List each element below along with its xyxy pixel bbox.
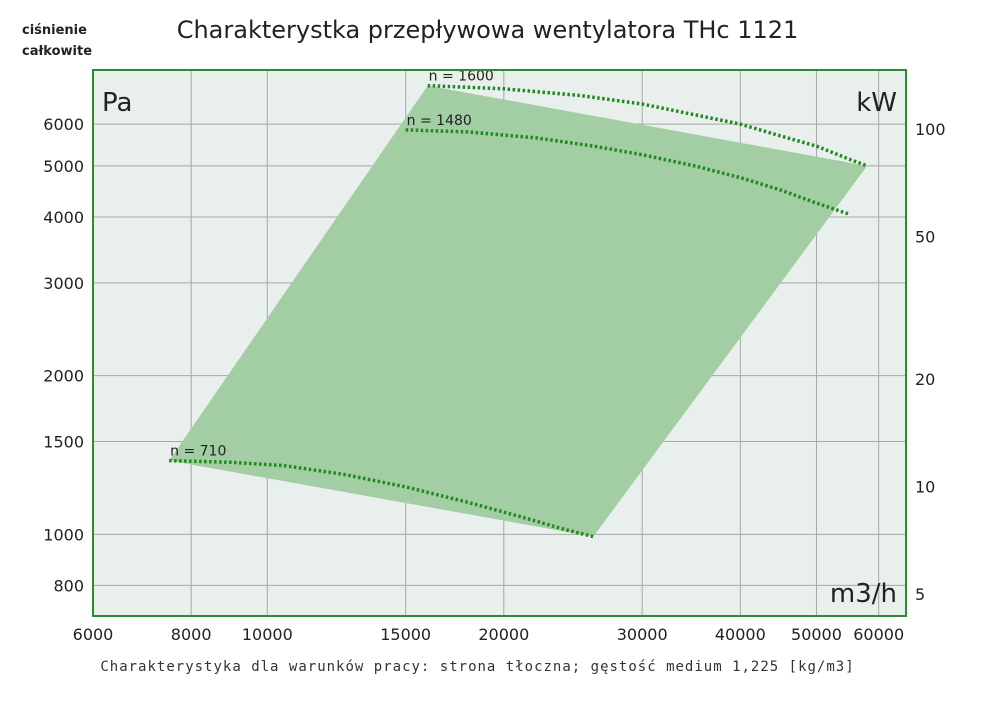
x-tick-label: 60000 (853, 625, 904, 644)
y-tick-label: 1500 (43, 433, 84, 452)
y-tick-label: 2000 (43, 367, 84, 386)
speed-curve-line (405, 128, 850, 216)
x-tick-label: 10000 (242, 625, 293, 644)
x-tick-label: 15000 (380, 625, 431, 644)
y2-tick-label: 5 (915, 585, 925, 604)
y2-tick-label: 10 (915, 477, 935, 496)
conditions-note: Charakterystyka dla warunków pracy: stro… (100, 659, 855, 675)
y-tick-label: 6000 (43, 115, 84, 134)
y2-tick-label: 20 (915, 370, 935, 389)
x-tick-label: 6000 (73, 625, 114, 644)
x-tick-label: 40000 (715, 625, 766, 644)
y-tick-label: 4000 (43, 208, 84, 227)
speed-curve-label: n = 710 (170, 444, 226, 460)
x-tick-label: 30000 (617, 625, 668, 644)
operating-region (169, 85, 868, 537)
plot-frame (92, 69, 907, 617)
chart-title: Charakterystka przepływowa wentylatora T… (176, 16, 799, 44)
tick-labels: 6000 8000 10000 15000 20000 30000 40000 50000 60… (43, 115, 945, 644)
speed-curves: n = 1600 n = 1480 n = 710 (169, 69, 868, 539)
y-tick-label: 5000 (43, 157, 84, 176)
y-axis-caption-line2: całkowite (22, 44, 93, 59)
x-axis-label: m3/h (830, 579, 897, 609)
speed-curve-line (427, 83, 868, 168)
y-axis-caption-line1: ciśnienie (22, 23, 87, 38)
y-axis-label: Pa (102, 88, 132, 118)
y-tick-label: 800 (53, 576, 84, 595)
x-tick-label: 20000 (478, 625, 529, 644)
x-tick-label: 8000 (171, 625, 212, 644)
y2-tick-label: 100 (915, 120, 946, 139)
speed-curve-label: n = 1480 (407, 113, 472, 129)
y2-tick-label: 50 (915, 228, 935, 247)
y-tick-label: 3000 (43, 274, 84, 293)
speed-curve-label: n = 1600 (429, 69, 494, 85)
y-tick-label: 1000 (43, 525, 84, 544)
y2-axis-label: kW (856, 88, 897, 118)
x-tick-label: 50000 (791, 625, 842, 644)
